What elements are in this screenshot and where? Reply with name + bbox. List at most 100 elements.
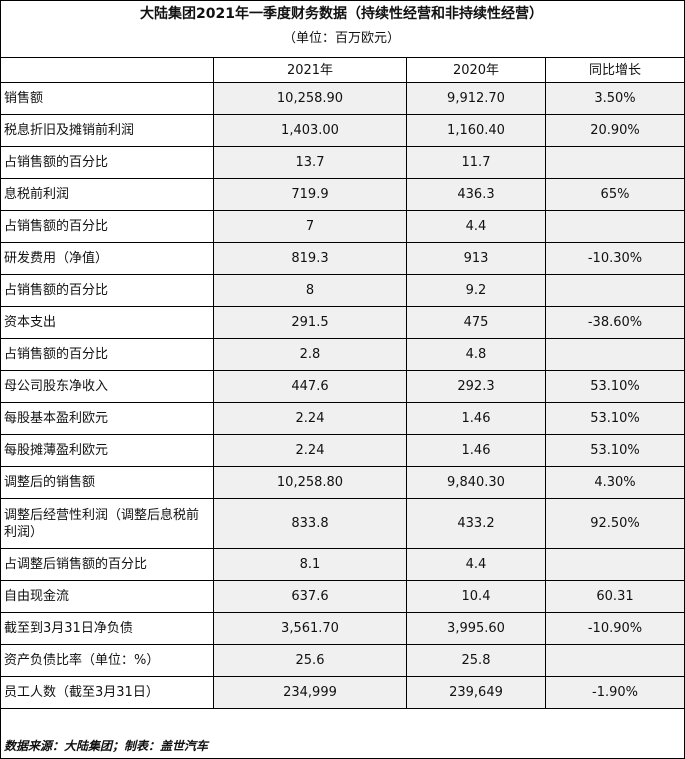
table-row: 资产负债比率（单位：%） 25.6 25.8 — [0, 644, 685, 677]
growth-value: 53.10% — [545, 402, 685, 435]
value-2021: 2.24 — [213, 434, 407, 467]
growth-value: 3.50% — [545, 82, 685, 115]
row-label: 占销售额的百分比 — [0, 146, 214, 179]
value-2021: 10,258.80 — [213, 466, 407, 499]
row-label: 占销售额的百分比 — [0, 338, 214, 371]
row-label: 调整后的销售额 — [0, 466, 214, 499]
growth-value: -1.90% — [545, 676, 685, 709]
table-row: 资本支出 291.5 475 -38.60% — [0, 306, 685, 339]
growth-value — [545, 338, 685, 371]
table-row: 占销售额的百分比 8 9.2 — [0, 274, 685, 307]
growth-value: 20.90% — [545, 114, 685, 147]
value-2021: 7 — [213, 210, 407, 243]
growth-value: 60.31 — [545, 580, 685, 613]
value-2020: 475 — [406, 306, 546, 339]
value-2020: 10.4 — [406, 580, 546, 613]
row-label: 税息折旧及摊销前利润 — [0, 114, 214, 147]
row-label: 研发费用（净值） — [0, 242, 214, 275]
growth-value — [545, 548, 685, 581]
value-2021: 1,403.00 — [213, 114, 407, 147]
growth-value — [545, 210, 685, 243]
row-label: 资本支出 — [0, 306, 214, 339]
value-2021: 3,561.70 — [213, 612, 407, 645]
row-label: 资产负债比率（单位：%） — [0, 644, 214, 677]
value-2021: 291.5 — [213, 306, 407, 339]
table-header-row: 2021年 2020年 同比增长 — [0, 57, 685, 83]
row-label: 每股基本盈利欧元 — [0, 402, 214, 435]
growth-value: 65% — [545, 178, 685, 211]
table-row: 研发费用（净值） 819.3 913 -10.30% — [0, 242, 685, 275]
row-label: 母公司股东净收入 — [0, 370, 214, 403]
value-2021: 8 — [213, 274, 407, 307]
value-2020: 292.3 — [406, 370, 546, 403]
value-2020: 9,912.70 — [406, 82, 546, 115]
value-2020: 239,649 — [406, 676, 546, 709]
table-row: 占销售额的百分比 2.8 4.8 — [0, 338, 685, 371]
value-2020: 913 — [406, 242, 546, 275]
value-2020: 1.46 — [406, 434, 546, 467]
table-row: 每股摊薄盈利欧元 2.24 1.46 53.10% — [0, 434, 685, 467]
value-2020: 4.8 — [406, 338, 546, 371]
growth-value: 53.10% — [545, 370, 685, 403]
row-label: 占销售额的百分比 — [0, 210, 214, 243]
row-label: 每股摊薄盈利欧元 — [0, 434, 214, 467]
value-2021: 10,258.90 — [213, 82, 407, 115]
growth-value: 4.30% — [545, 466, 685, 499]
value-2021: 234,999 — [213, 676, 407, 709]
financial-table: 2021年 2020年 同比增长 销售额 10,258.90 9,912.70 3.5… — [0, 57, 685, 709]
row-label: 员工人数（截至3月31日） — [0, 676, 214, 709]
column-header-item — [0, 57, 214, 83]
growth-value — [545, 274, 685, 307]
value-2021: 719.9 — [213, 178, 407, 211]
table-row: 占销售额的百分比 7 4.4 — [0, 210, 685, 243]
row-label: 销售额 — [0, 82, 214, 115]
value-2020: 25.8 — [406, 644, 546, 677]
column-header-2020: 2020年 — [406, 57, 546, 83]
value-2021: 447.6 — [213, 370, 407, 403]
value-2021: 2.24 — [213, 402, 407, 435]
growth-value — [545, 644, 685, 677]
value-2021: 819.3 — [213, 242, 407, 275]
value-2021: 8.1 — [213, 548, 407, 581]
table-row: 息税前利润 719.9 436.3 65% — [0, 178, 685, 211]
row-label: 调整后经营性利润（调整后息税前利润） — [0, 498, 214, 549]
row-label: 占销售额的百分比 — [0, 274, 214, 307]
row-label: 自由现金流 — [0, 580, 214, 613]
value-2020: 1,160.40 — [406, 114, 546, 147]
page-title: 大陆集团2021年一季度财务数据（持续性经营和非持续性经营） — [140, 6, 543, 22]
value-2021: 833.8 — [213, 498, 407, 549]
table-row: 截至到3月31日净负债 3,561.70 3,995.60 -10.90% — [0, 612, 685, 645]
row-label: 占调整后销售额的百分比 — [0, 548, 214, 581]
table-row: 税息折旧及摊销前利润 1,403.00 1,160.40 20.90% — [0, 114, 685, 147]
value-2021: 637.6 — [213, 580, 407, 613]
table-row: 占调整后销售额的百分比 8.1 4.4 — [0, 548, 685, 581]
table-row: 调整后的销售额 10,258.80 9,840.30 4.30% — [0, 466, 685, 499]
growth-value: -38.60% — [545, 306, 685, 339]
value-2021: 2.8 — [213, 338, 407, 371]
table-body: 销售额 10,258.90 9,912.70 3.50% 税息折旧及摊销前利润 1,403… — [0, 82, 685, 709]
value-2020: 1.46 — [406, 402, 546, 435]
table-row: 母公司股东净收入 447.6 292.3 53.10% — [0, 370, 685, 403]
source-note: 数据来源：大陆集团；制表：盖世汽车 — [4, 739, 209, 753]
growth-value: -10.90% — [545, 612, 685, 645]
table-row: 员工人数（截至3月31日） 234,999 239,649 -1.90% — [0, 676, 685, 709]
growth-value: 92.50% — [545, 498, 685, 549]
unit-note: （单位：百万欧元） — [282, 31, 400, 46]
value-2021: 25.6 — [213, 644, 407, 677]
table-row: 每股基本盈利欧元 2.24 1.46 53.10% — [0, 402, 685, 435]
table-row: 自由现金流 637.6 10.4 60.31 — [0, 580, 685, 613]
row-label: 息税前利润 — [0, 178, 214, 211]
value-2020: 9,840.30 — [406, 466, 546, 499]
value-2021: 13.7 — [213, 146, 407, 179]
column-header-2021: 2021年 — [213, 57, 407, 83]
growth-value: 53.10% — [545, 434, 685, 467]
value-2020: 433.2 — [406, 498, 546, 549]
growth-value: -10.30% — [545, 242, 685, 275]
column-header-growth: 同比增长 — [545, 57, 685, 83]
growth-value — [545, 146, 685, 179]
value-2020: 9.2 — [406, 274, 546, 307]
value-2020: 4.4 — [406, 548, 546, 581]
table-row: 占销售额的百分比 13.7 11.7 — [0, 146, 685, 179]
value-2020: 11.7 — [406, 146, 546, 179]
row-label: 截至到3月31日净负债 — [0, 612, 214, 645]
